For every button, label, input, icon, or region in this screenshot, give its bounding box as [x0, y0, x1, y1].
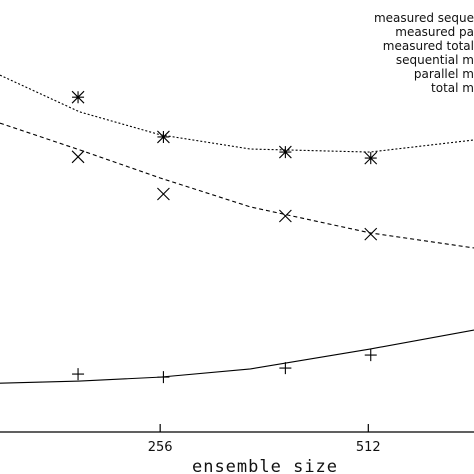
legend-label: measured seque	[374, 11, 474, 25]
data-point	[278, 145, 292, 159]
legend-label: measured pa	[395, 25, 474, 39]
x-axis-label: ensemble size	[192, 457, 338, 474]
data-point	[71, 90, 85, 104]
legend-label: sequential m	[396, 53, 474, 67]
x-tick-label: 512	[356, 440, 381, 455]
data-point	[72, 368, 85, 381]
legend-label: total m	[431, 81, 474, 95]
data-point	[157, 130, 170, 144]
legend-label: parallel m	[414, 67, 474, 81]
data-point	[364, 151, 378, 165]
legend-label: measured total	[383, 39, 474, 53]
data-point	[157, 187, 170, 201]
data-point	[278, 209, 292, 223]
model-line	[0, 329, 474, 384]
x-tick-label: 256	[148, 440, 173, 455]
data-point	[364, 227, 378, 241]
data-point	[364, 349, 377, 362]
model-line	[0, 122, 474, 249]
model-line	[0, 74, 474, 153]
data-point	[279, 362, 292, 375]
data-point	[71, 150, 85, 164]
